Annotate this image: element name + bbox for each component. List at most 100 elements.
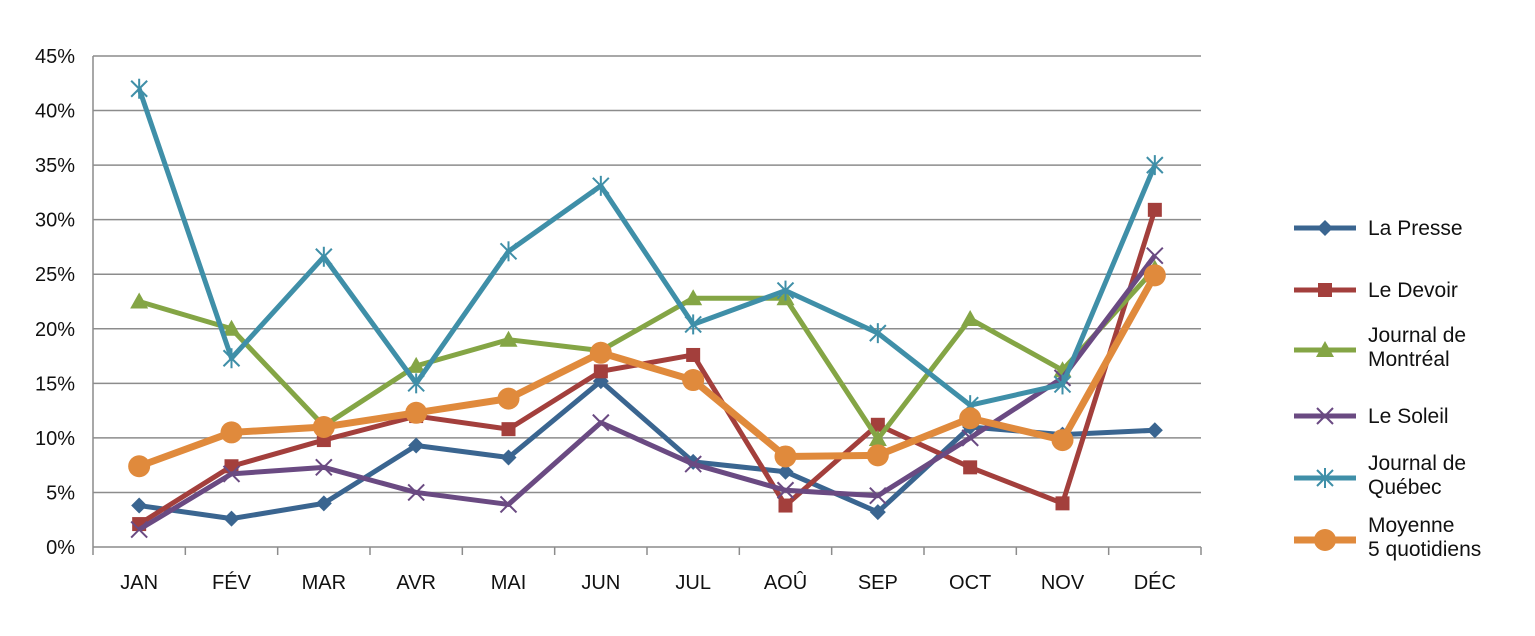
x-tick-label: JAN [120,572,158,594]
legend-item: La Presse [1290,198,1530,258]
data-point [959,407,982,430]
y-tick-label: 40% [35,101,75,123]
data-point [684,289,703,306]
data-point [1055,496,1070,511]
legend-item: Journal de Québec [1290,448,1530,508]
legend-label: Moyenne 5 quotidiens [1368,514,1482,561]
x-tick-label: NOV [1041,572,1085,594]
x-tick-label: OCT [949,572,991,594]
data-point [223,510,240,527]
line-chart: 0% 5% 10% 15% 20% 25% 30% 35% 40% 45% JAN FÉV MAR AV… [35,46,1202,594]
y-tick-label: 45% [35,46,75,68]
y-tick-labels: 0% 5% 10% 15% 20% 25% 30% 35% 40% 45% [35,46,75,559]
data-point [408,437,425,454]
x-tick-label: SEP [858,572,898,594]
data-point [501,422,516,437]
series-line [137,273,1158,470]
y-tick-label: 35% [35,155,75,177]
data-point [130,78,148,99]
legend-label: Le Devoir [1368,279,1458,302]
legend-label: La Presse [1368,217,1463,240]
y-tick-label: 10% [35,428,75,450]
axes [92,56,1202,555]
legend-swatch [1294,407,1356,425]
y-tick-label: 15% [35,373,75,395]
data-point [1147,202,1162,217]
x-tick-label: JUN [581,572,620,594]
data-point [1051,429,1074,452]
data-point [222,465,241,483]
data-point [1146,155,1164,176]
series-line [136,87,1158,408]
series-journal-de-montreal [130,259,1164,446]
series-journal-de-quebec [130,78,1164,416]
x-tick-label: DÉC [1134,571,1176,594]
data-point [868,429,887,446]
legend-swatch [1294,468,1356,488]
data-point [776,481,795,499]
data-point [963,460,978,475]
series-lines [128,78,1166,539]
x-tick-label: JUL [675,572,711,594]
x-tick-label: MAI [491,572,527,594]
data-point [589,341,612,364]
y-tick-label: 0% [46,537,75,559]
x-tick-label: AVR [396,572,436,594]
data-point [499,330,518,347]
data-point [592,413,610,432]
data-point [222,348,241,369]
data-point [315,458,333,477]
legend: La Presse Le Devoir Journal de Montréal Le … [1290,0,1530,636]
data-point [684,455,702,473]
series-line [137,254,1157,532]
gridlines [93,55,1201,494]
data-point [870,417,885,432]
legend-swatch [1294,341,1356,357]
data-point [407,373,425,394]
data-point [222,319,241,336]
data-point [499,241,518,262]
data-point [500,449,517,466]
data-point [593,364,608,379]
legend-item: Le Devoir [1290,260,1530,320]
y-tick-label: 20% [35,319,75,341]
legend-item: Journal de Montréal [1290,320,1530,380]
series-moyenne-5-quotidiens [128,264,1166,478]
series-le-soleil [130,246,1164,539]
data-point [778,498,793,513]
data-point [682,369,705,392]
data-point [497,387,520,410]
data-point [407,356,426,373]
data-point [1143,264,1166,287]
data-point [1146,422,1163,439]
data-point [128,455,151,478]
legend-label: Journal de Québec [1368,452,1467,499]
data-point [407,483,425,502]
data-point [869,504,886,521]
data-point [866,444,889,467]
data-point [312,415,335,438]
data-point [961,309,980,326]
y-tick-label: 30% [35,210,75,232]
legend-swatch [1294,529,1356,551]
legend-swatch [1294,283,1356,297]
data-point [1053,374,1072,395]
legend-item: Le Soleil [1290,386,1530,446]
legend-item: Moyenne 5 quotidiens [1290,510,1530,570]
data-point [777,463,794,480]
data-point [130,520,148,539]
data-point [684,314,702,335]
legend-label: Journal de Montréal [1368,324,1467,371]
data-point [315,495,332,512]
data-point [869,487,887,505]
x-tick-label: AOÛ [764,571,807,594]
legend-label: Le Soleil [1368,405,1449,428]
data-point [774,445,797,468]
data-point [1146,246,1164,265]
x-tick-label: FÉV [212,571,252,594]
x-tick-labels: JAN FÉV MAR AVR MAI JUN JUL AOÛ SEP OCT NOV DÉC [120,571,1176,594]
data-point [592,175,610,196]
data-point [499,495,518,514]
data-point [405,401,428,424]
data-point [220,421,243,444]
